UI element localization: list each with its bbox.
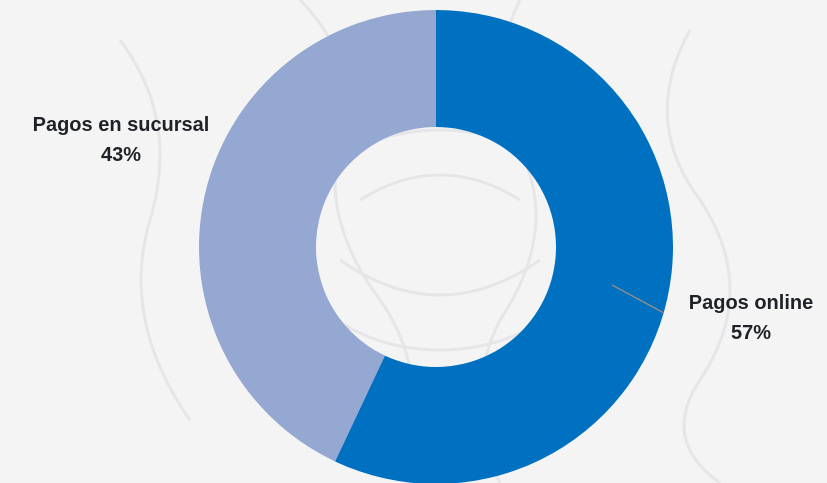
slice-label-sucursal-value: 43% (100, 144, 142, 166)
donut-slices (199, 10, 673, 483)
leader-line-online (611, 284, 665, 314)
slice-pagos-online (335, 10, 673, 483)
slice-label-online-name: Pagos online (688, 292, 814, 314)
slice-pagos-en-sucursal (199, 10, 436, 462)
slice-label-online-value: 57% (730, 322, 772, 344)
slice-label-sucursal: Pagos en sucursal 43% (0, 110, 242, 170)
slice-label-sucursal-name: Pagos en sucursal (32, 114, 210, 136)
slice-label-online: Pagos online 57% (675, 288, 827, 348)
